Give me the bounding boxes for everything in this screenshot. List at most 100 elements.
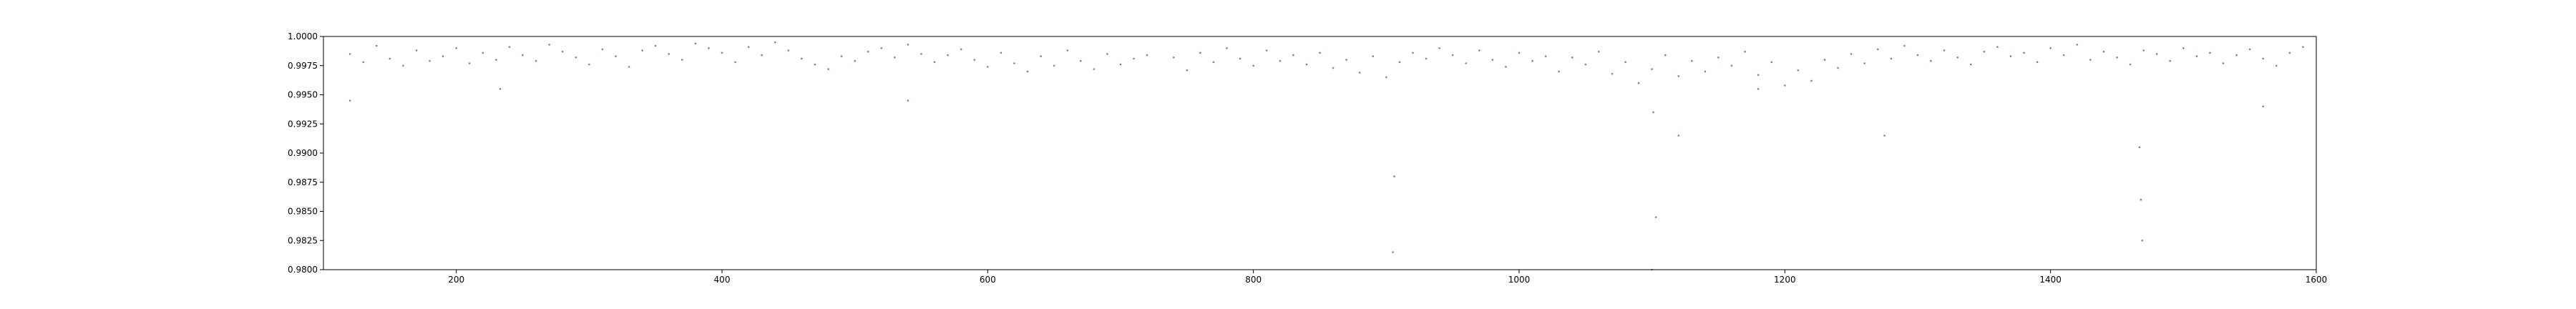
point [1704, 70, 1707, 73]
point [2209, 52, 2211, 54]
point [654, 44, 657, 47]
point [2023, 52, 2025, 54]
point [641, 49, 643, 52]
point [1292, 54, 1294, 57]
point [1438, 47, 1440, 49]
point [2062, 54, 2065, 57]
point [1133, 57, 1135, 60]
x-tick-label: 400 [714, 275, 731, 285]
point [1146, 54, 1148, 57]
point [2116, 57, 2118, 59]
point [2275, 64, 2278, 67]
point [721, 52, 723, 54]
point [1491, 59, 1494, 61]
point [987, 66, 989, 68]
point [2076, 44, 2079, 46]
point [2138, 146, 2141, 149]
point [1943, 49, 1946, 52]
point [2141, 239, 2144, 242]
point [1877, 48, 1879, 51]
y-tick-label: 1.0000 [288, 31, 318, 41]
point [681, 59, 683, 61]
point [1797, 69, 1800, 72]
point [1996, 46, 1999, 48]
point [840, 55, 843, 58]
point [1598, 50, 1600, 53]
point [1654, 216, 1657, 218]
point [1026, 70, 1029, 73]
y-tick-label: 0.9850 [288, 207, 318, 217]
point [1863, 62, 1866, 64]
point [2302, 46, 2304, 48]
point [495, 59, 497, 61]
point [880, 47, 883, 49]
point [920, 53, 922, 55]
plot-frame [323, 36, 2317, 270]
point [734, 61, 736, 64]
point [2288, 52, 2291, 54]
point [1691, 59, 1693, 62]
point [814, 63, 816, 66]
x-tick-label: 1000 [1508, 275, 1531, 285]
point [1531, 59, 1533, 62]
point [801, 57, 803, 60]
point [1412, 52, 1414, 54]
point [2248, 48, 2251, 51]
point [907, 44, 909, 46]
point [499, 88, 502, 90]
point [894, 57, 896, 59]
point [615, 55, 617, 58]
point [1664, 54, 1667, 57]
point [2140, 198, 2142, 201]
point [1305, 63, 1308, 66]
point [1465, 62, 1468, 64]
point [1478, 49, 1480, 52]
point [468, 62, 471, 64]
point [1544, 55, 1547, 58]
point [960, 48, 962, 51]
point [455, 47, 457, 49]
point [1319, 52, 1321, 54]
point [1916, 54, 1919, 57]
point [1199, 52, 1201, 54]
point [1186, 69, 1189, 72]
point [867, 50, 869, 53]
point [1040, 55, 1042, 58]
point [1757, 88, 1760, 90]
point [1717, 57, 1719, 59]
x-tick-label: 800 [1245, 275, 1262, 285]
point [1053, 64, 1055, 67]
point [429, 59, 431, 62]
point [402, 64, 404, 67]
point [2142, 49, 2145, 52]
point [1212, 61, 1215, 64]
point [1518, 52, 1521, 54]
point [561, 50, 564, 53]
point [482, 52, 484, 54]
point [1385, 76, 1387, 79]
point [2235, 54, 2238, 57]
point [588, 63, 590, 66]
point [1013, 62, 1015, 64]
point [2129, 63, 2132, 66]
point [1770, 61, 1773, 64]
point [668, 53, 670, 55]
point [1903, 44, 1906, 47]
point [1611, 72, 1614, 75]
point [1398, 61, 1401, 64]
point [348, 53, 351, 55]
y-tick-label: 0.9975 [288, 61, 318, 71]
point [1392, 251, 1394, 253]
point [907, 99, 909, 102]
y-tick-label: 0.9950 [288, 90, 318, 100]
point [1093, 68, 1096, 70]
point [1837, 67, 1839, 69]
point [2049, 47, 2051, 49]
point [2102, 50, 2105, 53]
point [827, 68, 829, 70]
point [1080, 59, 1082, 62]
x-tick-label: 1200 [1774, 275, 1796, 285]
point [2195, 55, 2198, 58]
point [2222, 62, 2225, 64]
